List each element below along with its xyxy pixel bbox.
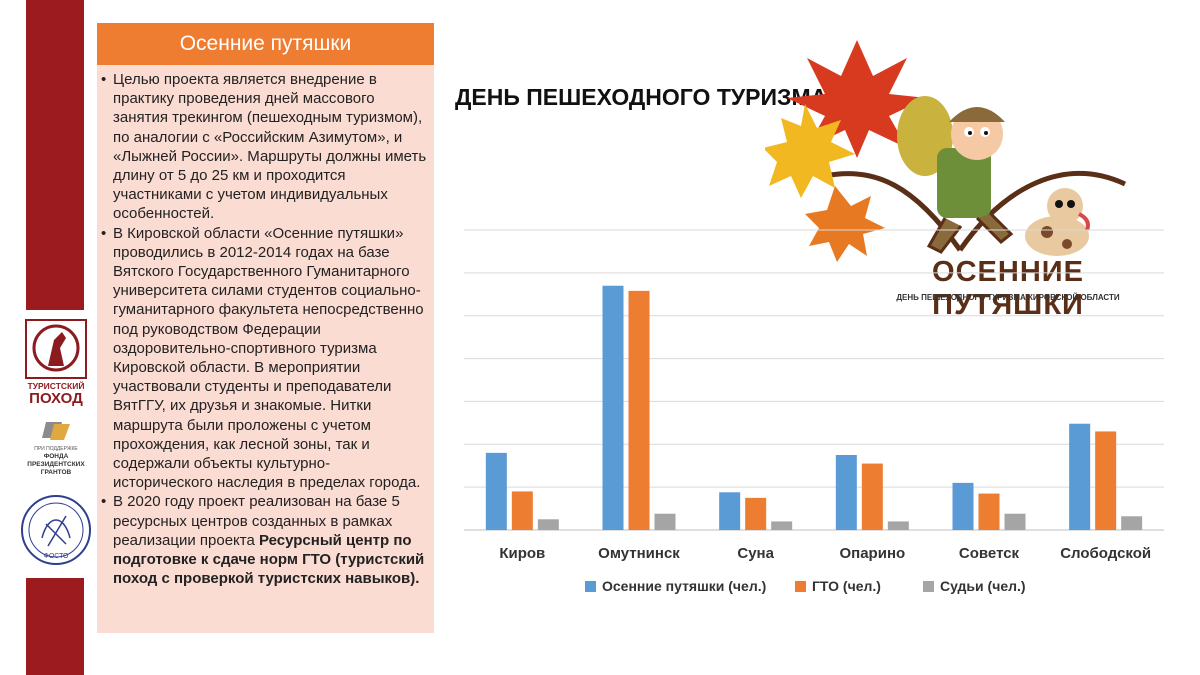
legend-swatch (795, 581, 806, 592)
bar (771, 521, 793, 530)
fosto-logo: ФОСТО (21, 495, 91, 565)
panel-header: Осенние путяшки (97, 23, 434, 65)
bar (654, 513, 676, 530)
bullet-2020-bold: Ресурсный центр по подготовке к сдаче но… (113, 531, 425, 588)
tourist-hike-logo: ТУРИСТСКИЙ ПОХОД (25, 319, 87, 407)
bar (602, 285, 624, 530)
bar (952, 482, 974, 530)
bar (745, 497, 767, 530)
bullet-goal: Целью проекта является внедрение в практ… (101, 70, 429, 224)
legend-label: Осенние путяшки (чел.) (602, 578, 766, 594)
bar (887, 521, 909, 530)
bullet-2020-text: В 2020 году проект реализован на базе 5 … (113, 493, 400, 549)
fund-line3: ПРЕЗИДЕНТСКИХ (27, 461, 85, 468)
tourist-logo-line2: ПОХОД (29, 390, 83, 407)
legend-label: ГТО (чел.) (812, 578, 881, 594)
participants-bar-chart: Киров Омутнинск Суна Опарино Советск Слободск… (464, 229, 1164, 594)
bar (719, 492, 741, 530)
compass-icon (41, 515, 71, 547)
x-tick-label: Слободской (1060, 545, 1151, 562)
fund-line1: ПРИ ПОДДЕРЖКЕ (34, 446, 78, 452)
legend-label: Судьи (чел.) (940, 578, 1026, 594)
bullet-2020: В 2020 году проект реализован на базе 5 … (101, 492, 429, 588)
bar (835, 455, 857, 530)
bar (485, 452, 507, 530)
tourist-logo-line1: ТУРИСТСКИЙ (28, 380, 85, 391)
bar (1121, 516, 1143, 530)
presidential-grants-logo: ПРИ ПОДДЕРЖКЕ ФОНДА ПРЕЗИДЕНТСКИХ ГРАНТО… (27, 422, 85, 476)
bullet-goal-text: Целью проекта является внедрение в практ… (113, 71, 427, 223)
bar (628, 290, 650, 530)
x-tick-label: Киров (499, 545, 545, 562)
x-tick-label: Советск (959, 545, 1020, 562)
partner-logos: ТУРИСТСКИЙ ПОХОД ПРИ ПОДДЕРЖКЕ ФОНДА ПРЕ… (21, 319, 91, 565)
bullet-history: В Кировской области «Осенние путяшки» пр… (101, 224, 429, 493)
autumn-walks-logo-art (765, 40, 1127, 262)
panel-bullet-list: Целью проекта является внедрение в практ… (101, 70, 429, 588)
legend-swatch (585, 581, 596, 592)
bullet-history-text: В Кировской области «Осенние путяшки» пр… (113, 224, 424, 492)
fosto-label: ФОСТО (44, 553, 70, 560)
decor-bar-bottom (26, 578, 84, 675)
bar (511, 491, 533, 530)
bar (1069, 423, 1091, 530)
dog-icon (1025, 216, 1089, 256)
x-tick-label: Суна (737, 545, 774, 562)
fund-line2: ФОНДА (44, 453, 69, 460)
bar (537, 519, 559, 530)
bar (1095, 431, 1117, 530)
orange-leaf-icon (805, 186, 885, 262)
decor-bar-top (26, 0, 84, 310)
slide-title: ДЕНЬ ПЕШЕХОДНОГО ТУРИЗМА (455, 84, 828, 110)
bar (861, 463, 883, 530)
legend-swatch (923, 581, 934, 592)
x-tick-label: Опарино (839, 545, 905, 562)
bar (978, 493, 1000, 530)
yellow-leaf-icon (765, 104, 855, 198)
bar (1004, 513, 1026, 530)
x-tick-label: Омутнинск (598, 545, 680, 562)
fund-line4: ГРАНТОВ (41, 469, 72, 476)
project-description-panel: Осенние путяшки Целью проекта является в… (97, 23, 434, 633)
logo-subtitle: ДЕНЬ ПЕШЕХОДНОГО ТУРИЗМА КИРОВСКОЙ ОБЛАС… (896, 293, 1120, 302)
hiker-icon (48, 332, 66, 366)
